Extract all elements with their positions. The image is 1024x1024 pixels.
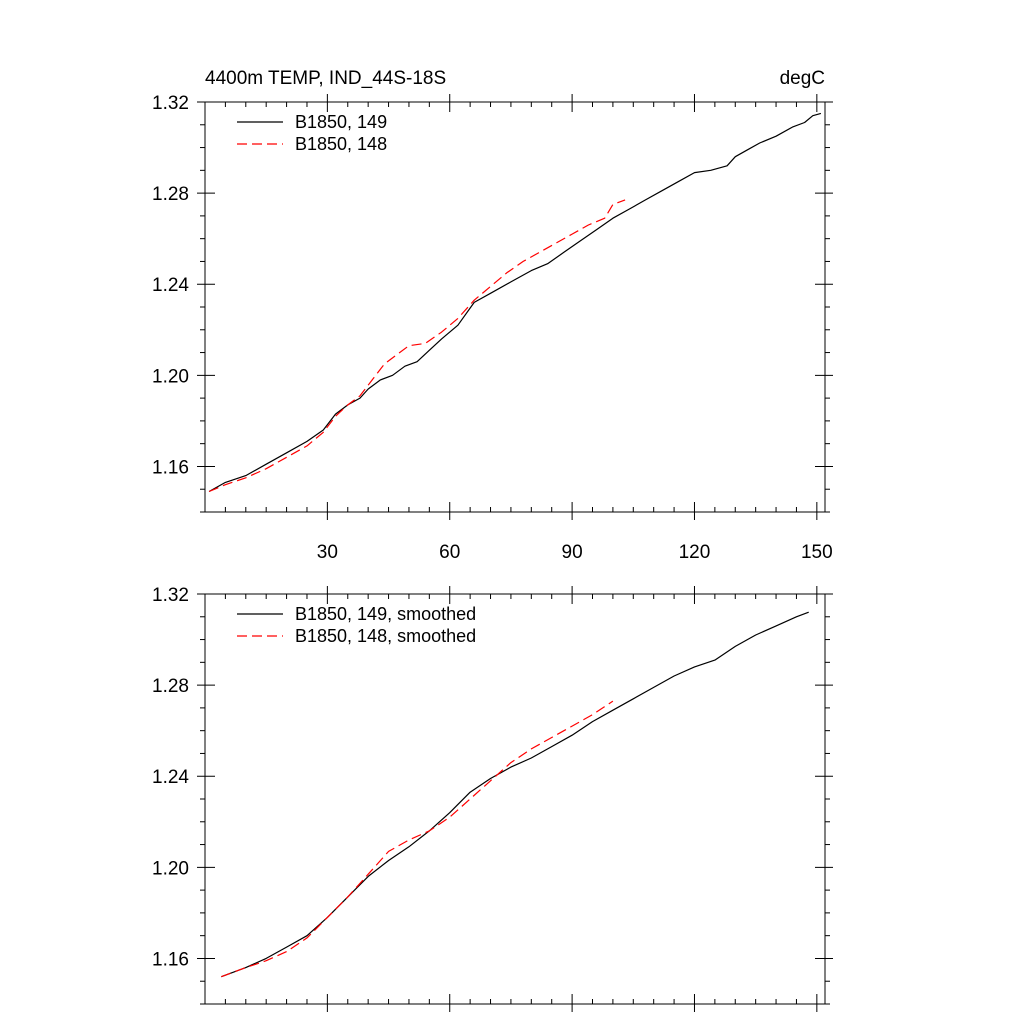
y-tick-label: 1.32 bbox=[152, 93, 189, 114]
units-label: degC bbox=[780, 68, 825, 89]
chart-panel-2: 1.16 1.20 1.24 1.28 1.32 B1850, 149, smoothed… bbox=[152, 585, 833, 1012]
legend-label-1: B1850, 149, smoothed bbox=[295, 604, 476, 624]
series-line-2 bbox=[221, 700, 614, 978]
y-tick-label: 1.16 bbox=[152, 457, 189, 478]
legend-label-1: B1850, 149 bbox=[295, 112, 387, 132]
x-tick-label: 30 bbox=[317, 542, 338, 563]
y-tick-label: 1.32 bbox=[152, 585, 189, 606]
chart-title: 4400m TEMP, IND_44S-18S bbox=[205, 68, 446, 89]
y-tick-label: 1.28 bbox=[152, 184, 189, 205]
y-tick-label: 1.20 bbox=[152, 858, 189, 879]
y-tick-label: 1.16 bbox=[152, 949, 189, 970]
x-tick-label: 60 bbox=[439, 542, 460, 563]
series-line-1 bbox=[208, 112, 822, 493]
x-tick-label: 150 bbox=[801, 542, 833, 563]
y-tick-label: 1.28 bbox=[152, 676, 189, 697]
series-line-1 bbox=[221, 611, 809, 978]
chart-panel-1: 30 60 90 120 150 1.16 1.20 1.24 1.28 1.32 4400m TE… bbox=[152, 68, 833, 563]
x-tick-label: 120 bbox=[679, 542, 711, 563]
y-tick-label: 1.20 bbox=[152, 366, 189, 387]
y-tick-label: 1.24 bbox=[152, 767, 189, 788]
legend-label-2: B1850, 148, smoothed bbox=[295, 626, 476, 646]
plot-frame bbox=[204, 593, 826, 1005]
x-tick-label: 90 bbox=[562, 542, 583, 563]
series-line-2 bbox=[208, 199, 626, 493]
y-tick-label: 1.24 bbox=[152, 275, 189, 296]
legend-label-2: B1850, 148 bbox=[295, 134, 387, 154]
